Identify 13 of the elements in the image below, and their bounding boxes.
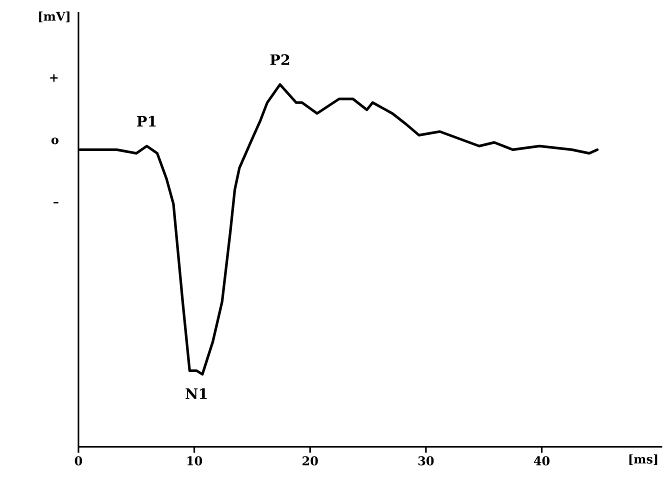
- text: –: [54, 202, 58, 204]
- x-axis-title: [ms]: [629, 454, 658, 466]
- x-tick-label: 40: [534, 456, 550, 466]
- annotation: P2: [270, 54, 290, 66]
- text: o: [51, 138, 58, 144]
- x-tick-label: 0: [74, 456, 82, 466]
- x-tick-label: 30: [418, 456, 434, 466]
- annotation: N1: [186, 388, 207, 400]
- text: +: [50, 74, 58, 82]
- x-tick-label: 20: [302, 456, 318, 466]
- y-axis-title: [mV]: [39, 12, 70, 22]
- annotation: P1: [137, 116, 156, 127]
- x-tick-label: 10: [187, 456, 202, 466]
